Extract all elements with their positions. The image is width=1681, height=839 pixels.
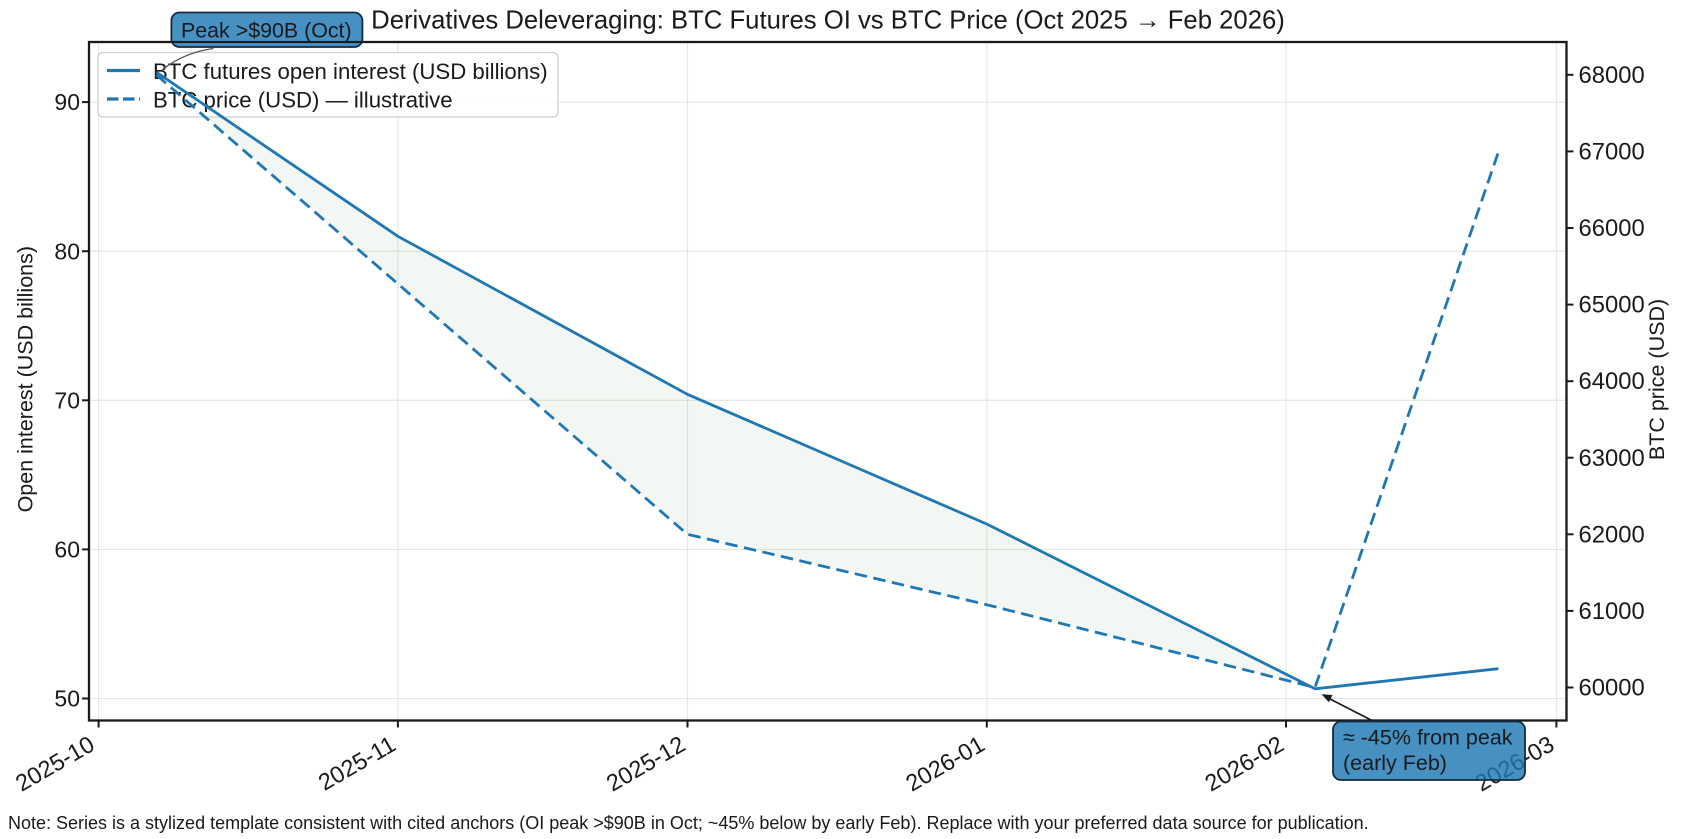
svg-text:60: 60 — [54, 537, 80, 563]
svg-text:67000: 67000 — [1579, 139, 1645, 166]
svg-text:Note: Series is a stylized tem: Note: Series is a stylized template cons… — [8, 813, 1369, 833]
svg-text:60000: 60000 — [1579, 675, 1645, 702]
svg-text:Open interest (USD billions): Open interest (USD billions) — [13, 246, 37, 512]
svg-text:63000: 63000 — [1579, 445, 1645, 472]
svg-text:BTC futures open interest (USD: BTC futures open interest (USD billions) — [153, 59, 548, 84]
svg-text:65000: 65000 — [1579, 292, 1645, 319]
svg-text:≈ -45% from peak: ≈ -45% from peak — [1343, 726, 1513, 750]
svg-text:64000: 64000 — [1579, 368, 1645, 395]
svg-text:(early Feb): (early Feb) — [1343, 751, 1447, 775]
svg-text:90: 90 — [54, 89, 80, 115]
svg-text:66000: 66000 — [1579, 215, 1645, 242]
svg-text:62000: 62000 — [1579, 521, 1645, 548]
svg-text:50: 50 — [54, 686, 80, 712]
svg-text:BTC price (USD) — illustrative: BTC price (USD) — illustrative — [153, 88, 453, 113]
svg-text:Peak >$90B (Oct): Peak >$90B (Oct) — [181, 18, 352, 42]
svg-text:Derivatives Deleveraging: BTC: Derivatives Deleveraging: BTC Futures OI… — [371, 7, 1285, 35]
svg-text:61000: 61000 — [1579, 598, 1645, 625]
svg-text:68000: 68000 — [1579, 62, 1645, 89]
svg-text:70: 70 — [54, 387, 80, 413]
svg-text:80: 80 — [54, 238, 80, 264]
svg-text:BTC price (USD): BTC price (USD) — [1645, 299, 1669, 460]
